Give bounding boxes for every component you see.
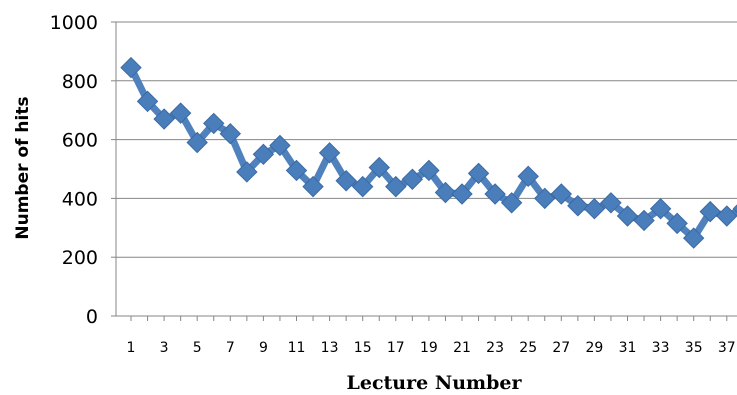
x-tick-label: 33	[652, 340, 670, 356]
data-point-lecture-25	[517, 165, 539, 188]
data-point-lecture-4	[169, 102, 192, 124]
x-tick-label: 23	[486, 340, 504, 356]
gridlines	[116, 21, 737, 258]
data-point-lecture-14	[335, 170, 357, 192]
x-tick-label: 5	[193, 340, 202, 356]
data-point-lecture-20	[434, 181, 457, 204]
data-point-lecture-6	[203, 112, 225, 135]
data-point-lecture-13	[318, 142, 341, 164]
x-tick-label: 19	[420, 340, 438, 356]
y-axis-title: Number of hits	[13, 96, 33, 239]
data-point-lecture-22	[467, 162, 490, 185]
y-tick-label: 0	[86, 306, 98, 328]
data-point-lecture-1	[120, 56, 142, 79]
series-hits	[120, 56, 737, 249]
data-point-lecture-27	[550, 183, 573, 205]
x-tick-label: 21	[453, 340, 471, 356]
data-point-lecture-17	[385, 175, 407, 198]
data-point-lecture-16	[368, 156, 390, 179]
data-point-lecture-37	[716, 205, 737, 227]
data-point-lecture-8	[236, 161, 258, 183]
x-tick-label: 13	[321, 340, 339, 356]
data-point-lecture-3	[153, 108, 175, 130]
data-point-lecture-12	[302, 175, 324, 198]
x-axis-title: Lecture Number	[347, 372, 523, 394]
x-tick-label: 7	[226, 340, 235, 356]
data-point-lecture-31	[616, 205, 639, 227]
data-point-lecture-33	[649, 197, 672, 220]
data-point-lecture-30	[600, 192, 622, 214]
data-point-lecture-23	[484, 183, 506, 205]
data-point-lecture-10	[269, 134, 291, 157]
x-tick-label: 17	[387, 340, 405, 356]
data-point-lecture-32	[633, 209, 655, 232]
y-tick-label: 600	[62, 130, 98, 152]
axes	[111, 21, 737, 321]
data-point-lecture-21	[451, 183, 473, 205]
x-tick-label: 15	[354, 340, 372, 356]
y-tick-label: 400	[62, 188, 98, 210]
data-point-lecture-18	[401, 168, 424, 190]
y-tick-label: 200	[62, 247, 98, 269]
x-tick-label: 11	[288, 340, 306, 356]
data-point-lecture-24	[500, 192, 523, 214]
data-point-lecture-35	[682, 227, 705, 249]
x-tick-label: 9	[259, 340, 268, 356]
y-tick-label: 800	[62, 71, 98, 93]
data-point-lecture-11	[285, 159, 308, 182]
x-tick-label: 3	[160, 340, 169, 356]
data-point-lecture-28	[567, 195, 589, 217]
x-tick-label: 1	[127, 340, 136, 356]
data-point-lecture-36	[699, 200, 721, 223]
data-point-lecture-29	[583, 197, 606, 220]
data-point-lecture-15	[351, 175, 374, 198]
data-point-lecture-19	[418, 159, 440, 182]
data-point-lecture-7	[219, 123, 242, 145]
data-point-lecture-9	[252, 143, 275, 166]
data-point-lecture-2	[136, 90, 159, 113]
data-point-lecture-26	[534, 187, 556, 210]
x-tick-label: 31	[619, 340, 637, 356]
data-point-lecture-5	[186, 131, 208, 154]
x-tick-label: 29	[585, 340, 603, 356]
x-tick-label: 27	[552, 340, 570, 356]
data-point-lecture-34	[666, 212, 688, 235]
x-tick-label: 25	[519, 340, 537, 356]
x-tick-label: 35	[685, 340, 703, 356]
y-tick-label: 1000	[50, 12, 98, 34]
x-tick-label: 37	[718, 340, 736, 356]
